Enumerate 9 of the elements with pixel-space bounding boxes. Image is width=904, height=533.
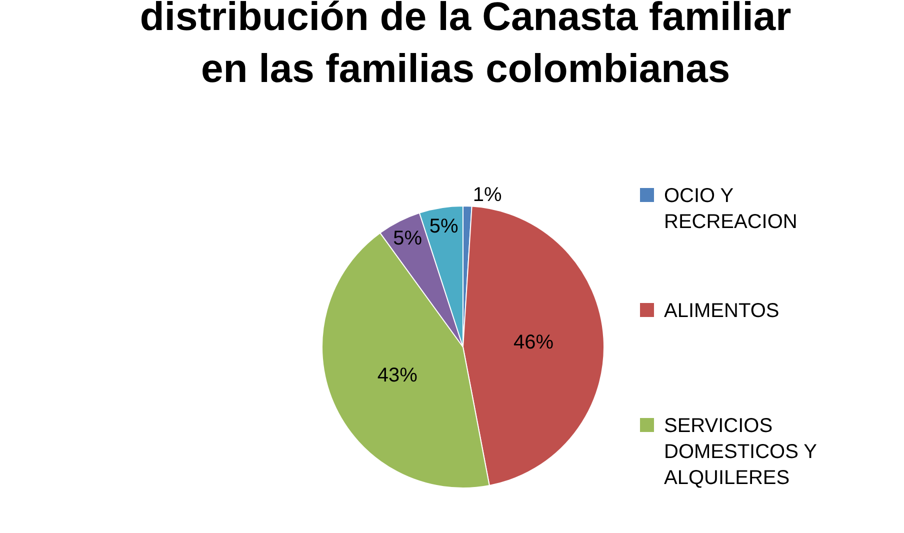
legend-label: SERVICIOS DOMESTICOS Y ALQUILERES	[664, 415, 817, 489]
chart-title: distribución de la Canasta familiar en las familias colombianas	[140, 0, 792, 91]
data-label: 1%	[472, 184, 502, 206]
legend-label: OCIO Y RECREACION	[664, 185, 798, 233]
data-label: 46%	[514, 332, 554, 354]
legend-label: ALIMENTOS	[664, 300, 780, 322]
data-label: 5%	[429, 216, 458, 238]
data-label: 5%	[393, 227, 422, 250]
data-label: 43%	[377, 364, 418, 386]
